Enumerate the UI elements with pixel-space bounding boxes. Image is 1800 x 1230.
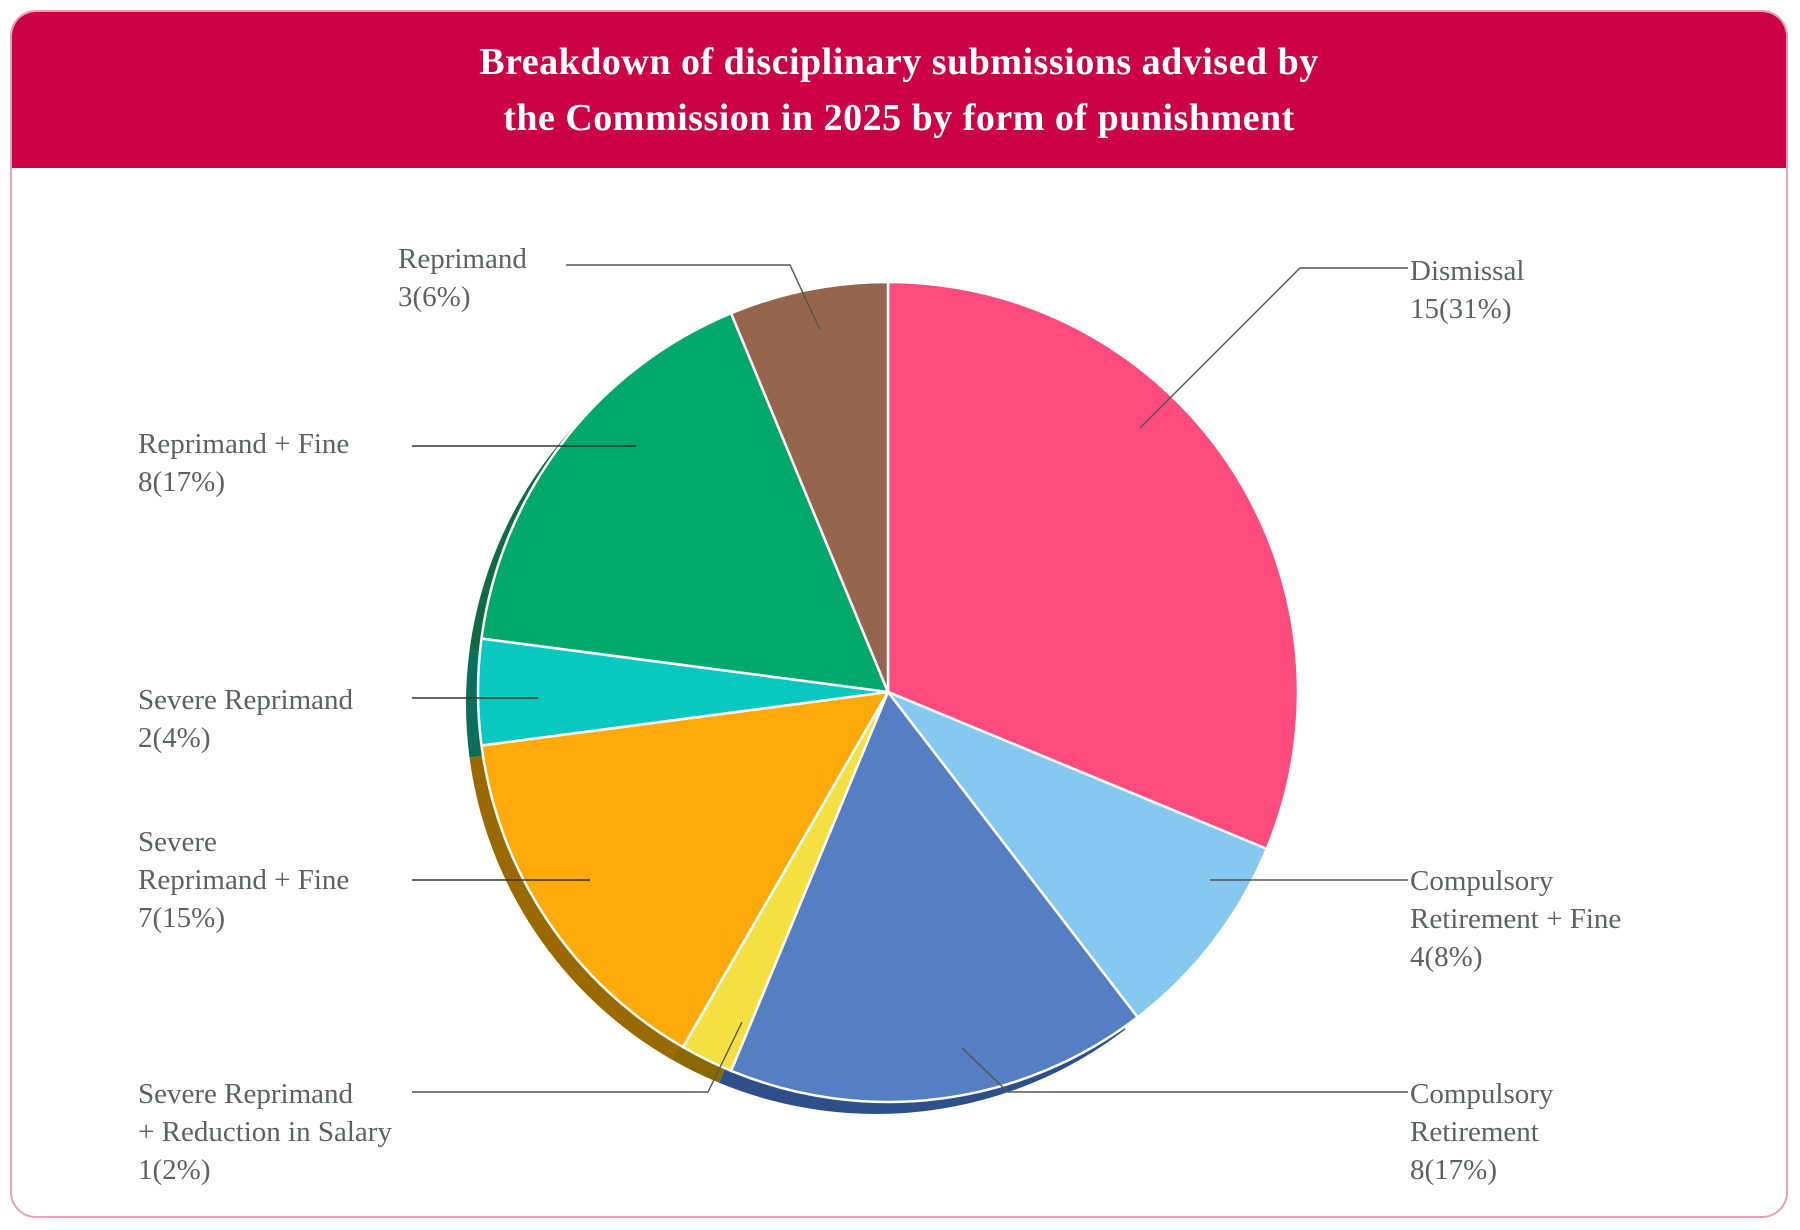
slice-label-r-line-2: 3(6%) <box>398 281 470 313</box>
pie-slice-cr <box>729 690 1139 1104</box>
slice-label-srrs-line-2: + Reduction in Salary <box>138 1116 392 1148</box>
slice-label-dismissal-line-1: Dismissal <box>1410 255 1524 287</box>
slice-labels: Dismissal 15(31%) Compulsory Retirement + F… <box>138 243 1621 1186</box>
pie-slice-rf <box>480 311 890 694</box>
slice-label-srf-line-2: Reprimand + Fine <box>138 864 349 896</box>
pie-slice-dismissal <box>886 280 1300 851</box>
chart-title-line-1: Breakdown of disciplinary submissions ad… <box>479 41 1319 83</box>
slice-label-sr-line-2: 2(4%) <box>138 722 210 754</box>
chart-header: Breakdown of disciplinary submissions ad… <box>12 12 1786 168</box>
slice-label-crf-line-2: Retirement + Fine <box>1410 903 1621 935</box>
leader-lines <box>412 264 1408 1093</box>
slice-label-crf-line-3: 4(8%) <box>1410 941 1482 973</box>
slice-label-rf: Reprimand + Fine 8(17%) <box>138 428 349 498</box>
pie-slice-crf <box>886 690 1269 1019</box>
slice-label-r-line-1: Reprimand <box>398 243 527 275</box>
slice-label-srf-line-3: 7(15%) <box>138 902 225 934</box>
chart-title-line-2: the Commission in 2025 by form of punish… <box>503 97 1295 139</box>
slice-label-crf: Compulsory Retirement + Fine 4(8%) <box>1410 865 1621 973</box>
pie-slice-srf <box>480 690 890 1049</box>
slice-label-crf-line-1: Compulsory <box>1410 865 1554 897</box>
slice-label-cr: Compulsory Retirement 8(17%) <box>1410 1078 1554 1186</box>
slice-label-cr-line-3: 8(17%) <box>1410 1154 1497 1186</box>
slice-label-sr: Severe Reprimand 2(4%) <box>138 684 354 754</box>
slice-label-cr-line-2: Retirement <box>1410 1116 1539 1148</box>
slice-label-rf-line-2: 8(17%) <box>138 466 225 498</box>
pie-slice-r <box>729 280 890 694</box>
slice-label-r: Reprimand 3(6%) <box>398 243 527 313</box>
slice-label-srrs-line-3: 1(2%) <box>138 1154 210 1186</box>
slice-label-srrs-line-1: Severe Reprimand <box>138 1078 354 1110</box>
slice-label-srf-line-1: Severe <box>138 826 217 858</box>
slice-label-srrs: Severe Reprimand + Reduction in Salary 1(2… <box>138 1078 392 1186</box>
slice-label-dismissal-line-2: 15(31%) <box>1410 293 1511 325</box>
slice-label-srf: Severe Reprimand + Fine 7(15%) <box>138 826 349 934</box>
leader-line-srrs <box>412 1021 743 1093</box>
leader-line-dismissal <box>1139 267 1408 429</box>
leader-line-r <box>566 264 821 331</box>
slice-label-cr-line-1: Compulsory <box>1410 1078 1554 1110</box>
slice-label-dismissal: Dismissal 15(31%) <box>1410 255 1524 325</box>
pie-slices <box>476 280 1300 1104</box>
slice-label-rf-line-1: Reprimand + Fine <box>138 428 349 460</box>
leader-line-cr <box>961 1047 1408 1093</box>
slice-label-sr-line-1: Severe Reprimand <box>138 684 354 716</box>
